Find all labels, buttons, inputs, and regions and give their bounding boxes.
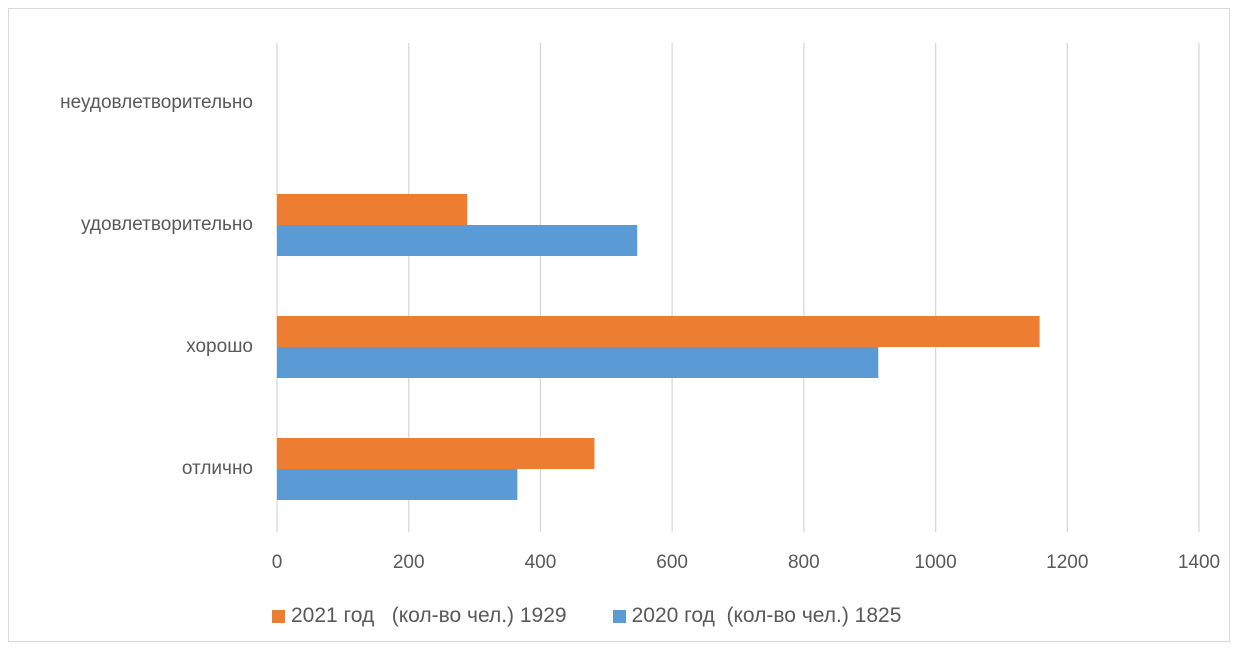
bar-2020-2 bbox=[277, 225, 638, 256]
legend-label: 2020 год (кол-во чел.) 1825 bbox=[631, 604, 902, 627]
category-label: удовлетворительно bbox=[80, 214, 253, 235]
legend-label: 2021 год (кол-во чел.) 1929 bbox=[291, 604, 567, 627]
x-tick-label: 1000 bbox=[914, 552, 957, 573]
x-tick-label: 200 bbox=[392, 552, 425, 573]
bars bbox=[277, 194, 1040, 500]
legend-item: 2020 год (кол-во чел.) 1825 bbox=[612, 604, 902, 628]
legend-swatch bbox=[272, 609, 285, 623]
x-tick-label: 1400 bbox=[1177, 552, 1221, 573]
legend-item: 2021 год (кол-во чел.) 1929 bbox=[272, 604, 567, 628]
legend: 2021 год (кол-во чел.) 1929 2020 год (кол… bbox=[272, 604, 947, 628]
bar-2020-1 bbox=[277, 347, 879, 378]
x-tick-label: 800 bbox=[787, 552, 820, 573]
bar-2020-0 bbox=[277, 469, 518, 500]
legend-swatch bbox=[612, 609, 626, 623]
bar-2021-0 bbox=[277, 438, 595, 469]
x-tick-label: 1200 bbox=[1046, 552, 1089, 573]
bar-2021-2 bbox=[277, 194, 468, 225]
category-label: хорошо bbox=[186, 336, 253, 357]
x-tick-label: 400 bbox=[524, 552, 557, 573]
x-tick-label: 0 bbox=[271, 552, 283, 573]
x-tick-label: 600 bbox=[656, 552, 688, 573]
category-label: неудовлетворительно bbox=[60, 92, 253, 113]
bar-2021-1 bbox=[277, 316, 1040, 347]
category-label: отлично bbox=[181, 458, 253, 479]
